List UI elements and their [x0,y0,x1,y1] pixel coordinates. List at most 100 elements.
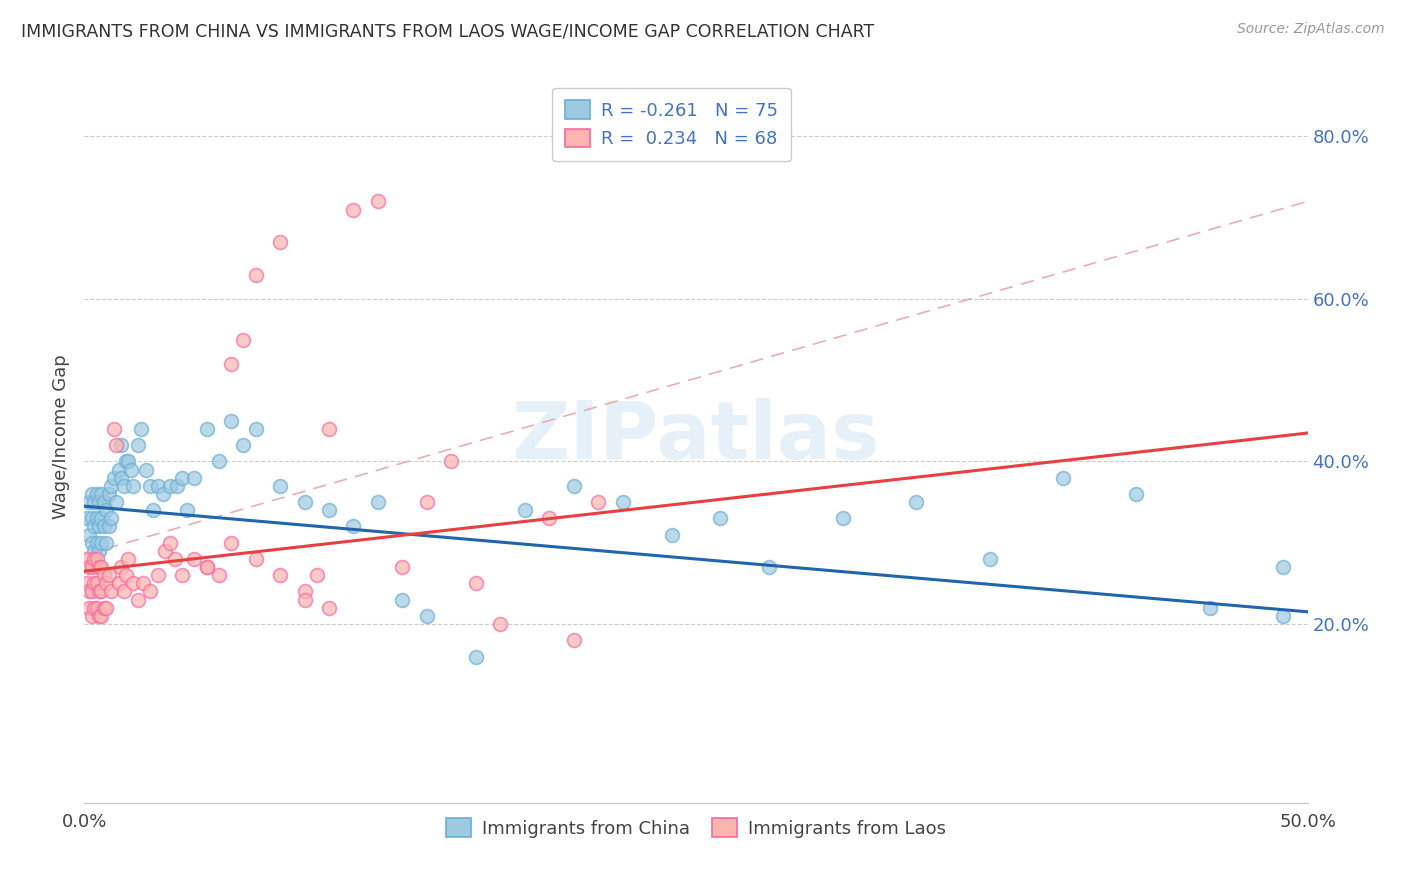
Point [90,511,112,525]
Point [166,479,188,493]
Point [90,560,112,574]
Point [586,495,609,509]
Point [117,552,139,566]
Point [90,584,112,599]
Point [76,511,98,525]
Point [758,560,780,574]
Point [513,503,536,517]
Point [464,576,486,591]
Point [87,584,110,599]
Point [464,649,486,664]
Point [153,544,176,558]
Point [97,487,120,501]
Point [172,471,194,485]
Point [562,479,585,493]
Point [80,584,103,599]
Point [129,422,152,436]
Point [269,235,291,249]
Point [112,479,135,493]
Point [83,552,105,566]
Point [318,503,340,517]
Point [80,608,103,623]
Point [152,487,174,501]
Point [86,600,108,615]
Point [93,568,115,582]
Point [107,576,129,591]
Point [183,471,205,485]
Point [294,584,316,599]
Point [90,608,112,623]
Point [489,617,512,632]
Point [391,560,413,574]
Point [176,503,198,517]
Point [115,454,138,468]
Point [112,584,135,599]
Point [96,503,118,517]
Point [83,519,105,533]
Point [97,568,120,582]
Point [120,462,142,476]
Point [979,552,1001,566]
Point [83,495,105,509]
Point [135,462,157,476]
Point [139,479,162,493]
Point [100,479,122,493]
Point [562,633,585,648]
Point [245,552,267,566]
Point [96,576,118,591]
Point [159,535,181,549]
Point [416,608,439,623]
Point [87,560,110,574]
Point [110,471,132,485]
Point [87,608,110,623]
Point [87,544,110,558]
Point [107,462,129,476]
Point [77,584,100,599]
Point [103,422,125,436]
Point [318,422,340,436]
Point [195,422,218,436]
Point [105,438,128,452]
Text: ZIPatlas: ZIPatlas [512,398,880,476]
Point [96,600,118,615]
Point [367,194,389,209]
Point [709,511,731,525]
Point [93,495,115,509]
Point [245,422,267,436]
Point [122,479,145,493]
Point [110,560,132,574]
Point [115,568,138,582]
Point [86,552,108,566]
Point [77,600,100,615]
Point [77,527,100,541]
Point [93,519,115,533]
Point [139,584,162,599]
Point [80,511,103,525]
Point [219,414,242,428]
Point [117,454,139,468]
Point [1198,600,1220,615]
Point [86,576,108,591]
Point [77,495,100,509]
Point [159,479,181,493]
Point [83,576,105,591]
Point [232,333,254,347]
Point [294,592,316,607]
Point [105,495,128,509]
Point [90,535,112,549]
Point [86,511,108,525]
Point [172,568,194,582]
Point [127,438,149,452]
Legend: Immigrants from China, Immigrants from Laos: Immigrants from China, Immigrants from L… [439,811,953,845]
Point [86,487,108,501]
Point [146,568,169,582]
Y-axis label: Wage/Income Gap: Wage/Income Gap [52,355,70,519]
Point [183,552,205,566]
Point [146,479,169,493]
Point [86,535,108,549]
Point [93,600,115,615]
Point [342,202,364,217]
Point [661,527,683,541]
Point [1272,608,1295,623]
Point [269,479,291,493]
